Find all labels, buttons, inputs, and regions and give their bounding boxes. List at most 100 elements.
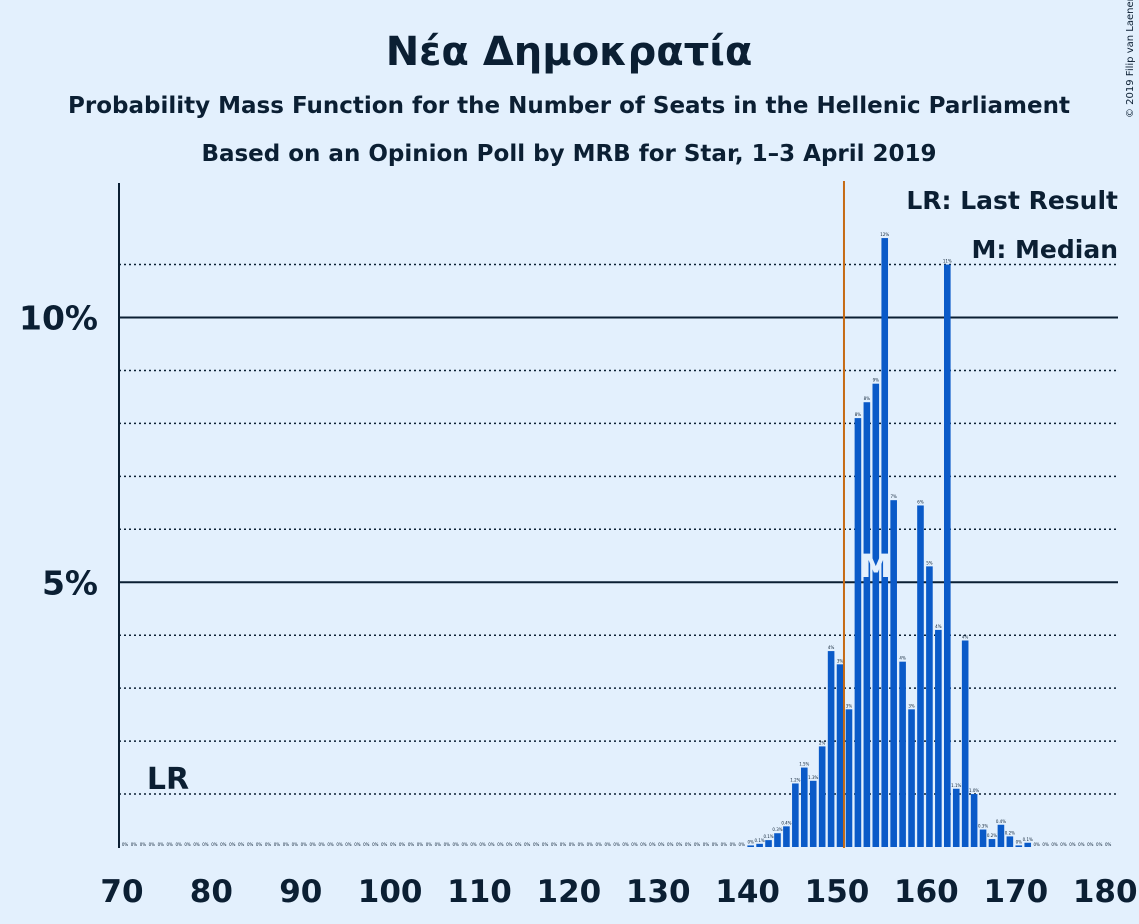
zero-label: 0% xyxy=(694,842,701,847)
bar xyxy=(809,780,817,847)
zero-label: 0% xyxy=(1042,842,1049,847)
bar xyxy=(917,505,924,847)
zero-label: 0% xyxy=(381,842,388,847)
legend-median: M: Median xyxy=(971,235,1118,264)
zero-label: 0% xyxy=(247,842,254,847)
bar xyxy=(800,767,808,847)
zero-label: 0% xyxy=(631,842,638,847)
bar-value-label: 4% xyxy=(962,634,969,639)
zero-label: 0% xyxy=(354,842,361,847)
bar xyxy=(1024,842,1032,847)
bar-value-label: 8% xyxy=(864,396,871,401)
zero-label: 0% xyxy=(497,842,504,847)
y-tick-label: 10% xyxy=(19,299,98,338)
zero-label: 0% xyxy=(712,842,719,847)
bar-value-label: 0.1% xyxy=(1023,837,1033,842)
zero-label: 0% xyxy=(345,842,352,847)
bar-value-label: 0.1% xyxy=(763,834,773,839)
value-labels: 0% 0.1%0.1%0.3%0.4%1.2%1.5%1.3%2%4%3%3%8%… xyxy=(747,232,1033,844)
zero-label: 0% xyxy=(167,842,174,847)
bar-value-label: 4% xyxy=(899,656,906,661)
bar-value-label: 0.4% xyxy=(781,820,791,825)
bar xyxy=(845,709,853,847)
zero-label: 0% xyxy=(613,842,620,847)
bar xyxy=(952,788,960,847)
zero-label: 0% xyxy=(283,842,290,847)
zero-label: 0% xyxy=(122,842,129,847)
bar xyxy=(836,664,844,847)
zero-label: 0% xyxy=(479,842,486,847)
zero-label: 0% xyxy=(220,842,227,847)
zero-value-labels: 0% 0% 0% 0% 0% 0% 0% 0% 0% 0% 0% 0% 0% 0% 0% 0% 0% 0% 0% 0%… xyxy=(122,842,1112,847)
zero-label: 0% xyxy=(238,842,245,847)
zero-label: 0% xyxy=(202,842,209,847)
bar xyxy=(783,826,790,847)
x-tick-label: 130 xyxy=(626,874,691,910)
x-tick-label: 170 xyxy=(983,874,1048,910)
zero-label: 0% xyxy=(533,842,540,847)
x-tick-label: 160 xyxy=(894,874,959,910)
zero-label: 0% xyxy=(470,842,477,847)
bar-value-label: 0.3% xyxy=(978,824,988,829)
median-marker: M xyxy=(860,547,892,585)
zero-label: 0% xyxy=(256,842,263,847)
zero-label: 0% xyxy=(292,842,299,847)
bar-value-label: 3% xyxy=(908,703,915,708)
zero-label: 0% xyxy=(1051,842,1058,847)
bar xyxy=(756,843,763,847)
zero-label: 0% xyxy=(721,842,728,847)
bar-value-label: 0.3% xyxy=(772,827,782,832)
bar xyxy=(792,783,799,847)
bar-value-label: 7% xyxy=(890,494,897,499)
zero-label: 0% xyxy=(274,842,281,847)
grid-lines xyxy=(119,263,1118,795)
zero-label: 0% xyxy=(158,842,165,847)
zero-label: 0% xyxy=(461,842,468,847)
zero-label: 0% xyxy=(604,842,611,847)
zero-label: 0% xyxy=(310,842,317,847)
bar-value-label: 1.5% xyxy=(799,762,809,767)
bar-value-label: 5% xyxy=(926,560,933,565)
x-tick-label: 70 xyxy=(100,874,143,910)
zero-label: 0% xyxy=(649,842,656,847)
zero-label: 0% xyxy=(193,842,200,847)
zero-label: 0% xyxy=(184,842,191,847)
zero-label: 0% xyxy=(658,842,665,847)
bar-value-label: 1.3% xyxy=(808,775,818,780)
bar-value-label: 1.0% xyxy=(969,788,979,793)
zero-label: 0% xyxy=(1033,842,1040,847)
x-tick-label: 80 xyxy=(190,874,233,910)
zero-label: 0% xyxy=(336,842,343,847)
zero-label: 0% xyxy=(560,842,567,847)
chart-title: Νέα Δημοκρατία xyxy=(386,29,753,75)
bar-value-label: 12% xyxy=(880,232,889,237)
zero-label: 0% xyxy=(131,842,138,847)
bar-value-label: 1.1% xyxy=(951,783,961,788)
zero-label: 0% xyxy=(229,842,236,847)
bar xyxy=(747,845,754,847)
bar-value-label: 0.4% xyxy=(996,819,1006,824)
zero-label: 0% xyxy=(1105,842,1112,847)
last-result-marker: LR xyxy=(147,762,189,797)
bar-value-label: 9% xyxy=(873,378,880,383)
bar xyxy=(818,746,826,847)
bar xyxy=(774,833,781,847)
zero-label: 0% xyxy=(149,842,156,847)
bar xyxy=(997,824,1005,847)
zero-label: 0% xyxy=(578,842,585,847)
bar xyxy=(827,651,835,847)
zero-label: 0% xyxy=(140,842,147,847)
x-tick-label: 90 xyxy=(279,874,322,910)
bar xyxy=(890,500,897,847)
bar xyxy=(1006,836,1014,847)
zero-label: 0% xyxy=(318,842,325,847)
zero-label: 0% xyxy=(1060,842,1067,847)
zero-label: 0% xyxy=(488,842,495,847)
bar xyxy=(765,840,772,847)
x-tick-label: 120 xyxy=(537,874,602,910)
x-tick-label: 110 xyxy=(447,874,512,910)
bar xyxy=(854,418,862,847)
zero-label: 0% xyxy=(399,842,406,847)
bar xyxy=(988,839,996,847)
